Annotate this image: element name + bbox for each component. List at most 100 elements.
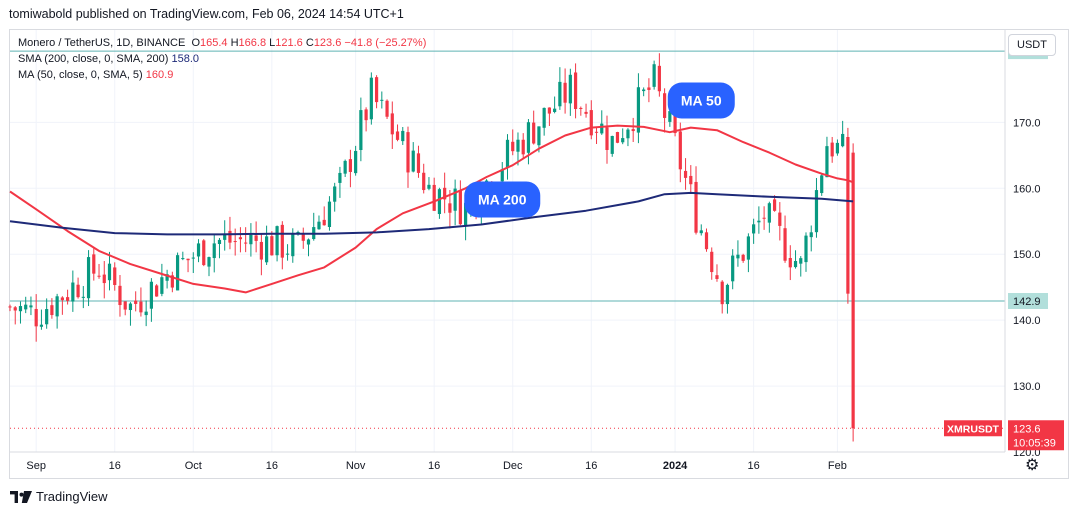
candle-body[interactable] bbox=[835, 142, 840, 154]
candle-body[interactable] bbox=[589, 110, 593, 136]
candle-body[interactable] bbox=[374, 77, 379, 103]
candle-body[interactable] bbox=[704, 232, 709, 250]
candle-body[interactable] bbox=[354, 150, 358, 174]
candle-body[interactable] bbox=[621, 138, 625, 143]
candle-body[interactable] bbox=[715, 275, 719, 279]
candle-body[interactable] bbox=[29, 305, 33, 308]
candle-body[interactable] bbox=[511, 141, 515, 152]
candle-body[interactable] bbox=[720, 281, 724, 305]
candle-body[interactable] bbox=[118, 285, 122, 306]
candle-body[interactable] bbox=[50, 305, 54, 316]
candle-body[interactable] bbox=[542, 107, 546, 128]
candle-body[interactable] bbox=[689, 175, 693, 185]
candle-body[interactable] bbox=[678, 131, 682, 170]
candle-body[interactable] bbox=[280, 224, 284, 258]
candle-body[interactable] bbox=[725, 284, 730, 305]
candle-body[interactable] bbox=[820, 175, 824, 194]
candle-body[interactable] bbox=[694, 181, 698, 233]
candle-body[interactable] bbox=[406, 132, 410, 173]
candle-body[interactable] bbox=[86, 257, 91, 299]
candle-body[interactable] bbox=[223, 234, 227, 240]
candle-body[interactable] bbox=[521, 139, 525, 155]
candle-body[interactable] bbox=[380, 99, 384, 101]
candle-body[interactable] bbox=[401, 130, 405, 142]
candle-body[interactable] bbox=[830, 142, 834, 157]
candle-body[interactable] bbox=[553, 108, 557, 112]
candle-body[interactable] bbox=[767, 203, 771, 223]
candle-body[interactable] bbox=[107, 263, 112, 281]
candle-body[interactable] bbox=[505, 139, 510, 168]
candle-body[interactable] bbox=[532, 122, 536, 144]
candle-body[interactable] bbox=[453, 188, 457, 211]
candle-body[interactable] bbox=[71, 282, 75, 302]
candle-body[interactable] bbox=[668, 111, 672, 122]
candle-body[interactable] bbox=[18, 306, 23, 312]
candle-body[interactable] bbox=[416, 153, 421, 173]
candle-body[interactable] bbox=[244, 242, 248, 244]
candle-body[interactable] bbox=[275, 226, 279, 256]
candle-body[interactable] bbox=[568, 74, 572, 104]
candle-body[interactable] bbox=[322, 219, 326, 226]
candle-body[interactable] bbox=[8, 306, 12, 308]
candle-body[interactable] bbox=[710, 251, 714, 273]
candle-body[interactable] bbox=[448, 203, 452, 213]
candle-body[interactable] bbox=[66, 297, 70, 301]
candle-body[interactable] bbox=[364, 109, 368, 121]
candle-body[interactable] bbox=[626, 129, 630, 139]
candle-body[interactable] bbox=[76, 284, 80, 298]
candle-body[interactable] bbox=[291, 233, 295, 257]
candle-body[interactable] bbox=[81, 296, 85, 298]
candle-body[interactable] bbox=[657, 65, 661, 92]
candle-body[interactable] bbox=[338, 172, 342, 183]
candle-body[interactable] bbox=[186, 258, 190, 261]
candle-body[interactable] bbox=[60, 297, 64, 301]
candle-body[interactable] bbox=[160, 277, 164, 294]
candle-body[interactable] bbox=[778, 212, 782, 226]
candle-body[interactable] bbox=[113, 267, 117, 285]
candle-body[interactable] bbox=[39, 324, 44, 327]
candle-body[interactable] bbox=[605, 127, 609, 150]
candle-body[interactable] bbox=[663, 93, 667, 118]
candle-body[interactable] bbox=[285, 253, 290, 255]
candle-body[interactable] bbox=[134, 300, 138, 304]
candle-body[interactable] bbox=[516, 139, 520, 152]
candle-body[interactable] bbox=[369, 77, 373, 120]
candle-body[interactable] bbox=[92, 254, 96, 274]
candle-body[interactable] bbox=[731, 255, 735, 282]
candle-body[interactable] bbox=[631, 129, 635, 132]
candle-body[interactable] bbox=[422, 172, 426, 191]
candle-body[interactable] bbox=[301, 233, 305, 241]
candle-body[interactable] bbox=[155, 285, 159, 297]
candle-body[interactable] bbox=[212, 243, 216, 259]
candle-body[interactable] bbox=[123, 301, 127, 310]
candle-body[interactable] bbox=[500, 169, 504, 182]
candle-body[interactable] bbox=[144, 311, 148, 316]
candle-body[interactable] bbox=[851, 152, 855, 429]
candle-body[interactable] bbox=[437, 189, 442, 215]
candle-body[interactable] bbox=[809, 232, 813, 238]
candle-body[interactable] bbox=[327, 201, 332, 227]
candle-body[interactable] bbox=[579, 107, 583, 109]
candle-body[interactable] bbox=[610, 135, 614, 154]
candle-body[interactable] bbox=[34, 308, 38, 327]
candle-body[interactable] bbox=[547, 107, 551, 114]
candle-body[interactable] bbox=[788, 257, 792, 268]
annotation-badge[interactable] bbox=[667, 82, 735, 119]
candle-body[interactable] bbox=[55, 296, 59, 317]
ma50-line[interactable] bbox=[9, 124, 854, 294]
candle-body[interactable] bbox=[207, 257, 211, 267]
candle-body[interactable] bbox=[563, 82, 567, 103]
candle-body[interactable] bbox=[97, 275, 101, 277]
candle-body[interactable] bbox=[149, 281, 153, 309]
candle-body[interactable] bbox=[128, 303, 133, 311]
candle-body[interactable] bbox=[757, 220, 761, 223]
candle-body[interactable] bbox=[683, 170, 688, 178]
candle-body[interactable] bbox=[615, 132, 620, 143]
candle-body[interactable] bbox=[752, 224, 756, 234]
candle-body[interactable] bbox=[443, 187, 447, 200]
candle-body[interactable] bbox=[202, 240, 206, 266]
candle-body[interactable] bbox=[395, 131, 400, 140]
candle-body[interactable] bbox=[793, 260, 798, 268]
candle-body[interactable] bbox=[636, 87, 641, 133]
candle-body[interactable] bbox=[191, 257, 195, 259]
